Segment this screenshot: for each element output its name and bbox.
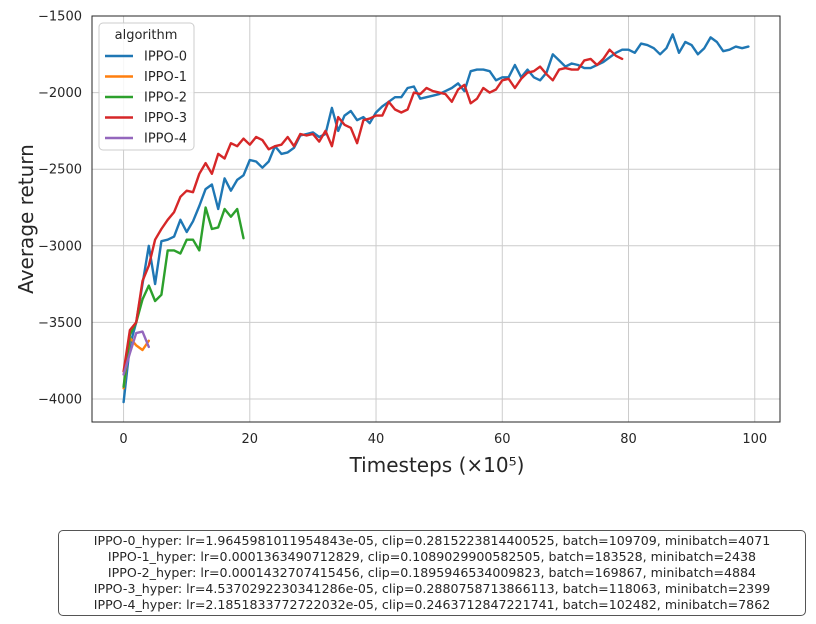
hyperparameter-line: IPPO-1_hyper: lr=0.0001363490712829, cli…	[107, 549, 757, 564]
y-tick-label: −2500	[38, 163, 82, 178]
x-axis-title: Timesteps (×10⁵)	[349, 453, 525, 477]
legend-label-ippo-2: IPPO-2	[144, 91, 187, 106]
y-tick-label: −3500	[38, 316, 82, 331]
x-tick-label: 40	[368, 432, 385, 447]
x-tick-label: 60	[494, 432, 511, 447]
legend-label-ippo-3: IPPO-3	[144, 111, 187, 126]
y-axis-title: Average return	[14, 144, 38, 294]
y-axis-ticks: −1500 −2000 −2500 −3000 −3500 −4000	[38, 10, 82, 408]
hyperparameter-line: IPPO-4_hyper: lr=2.1851833772722032e-05,…	[93, 597, 771, 612]
x-axis-ticks: 0 20 40 60 80 100	[119, 432, 767, 447]
hyperparameter-line: IPPO-0_hyper: lr=1.9645981011954843e-05,…	[93, 533, 771, 548]
series-line-ippo-3	[122, 48, 624, 373]
legend-label-ippo-0: IPPO-0	[144, 50, 187, 65]
y-tick-label: −1500	[38, 10, 82, 25]
legend-items: IPPO-0 IPPO-1 IPPO-2 IPPO-3 IPPO-4	[105, 50, 187, 147]
x-tick-label: 0	[119, 432, 127, 447]
plot-frame	[91, 15, 781, 423]
series-line-ippo-2	[122, 206, 245, 388]
x-tick-label: 80	[620, 432, 637, 447]
line-chart: 0 20 40 60 80 100 −1500 −2000 −2500 −3000 −3500 −4…	[14, 10, 781, 477]
legend-label-ippo-4: IPPO-4	[144, 132, 187, 147]
y-tick-label: −4000	[38, 393, 82, 408]
hyperparameter-line: IPPO-2_hyper: lr=0.0001432707415456, cli…	[107, 565, 757, 580]
x-tick-label: 100	[742, 432, 767, 447]
hyperparameter-line: IPPO-3_hyper: lr=4.5370292230341286e-05,…	[93, 581, 771, 596]
legend-label-ippo-1: IPPO-1	[144, 70, 187, 85]
y-tick-label: −2000	[38, 86, 82, 101]
x-tick-label: 20	[242, 432, 259, 447]
series-lines	[122, 33, 750, 404]
hyperparameter-box: IPPO-0_hyper: lr=1.9645981011954843e-05,…	[58, 530, 806, 616]
legend-title: algorithm	[115, 28, 178, 43]
legend: algorithm IPPO-0 IPPO-1 IPPO-2 IPPO-3 IPPO-4	[98, 22, 195, 151]
y-tick-label: −3000	[38, 239, 82, 254]
series-line-ippo-0	[122, 33, 750, 404]
series-line-ippo-4	[122, 330, 151, 376]
